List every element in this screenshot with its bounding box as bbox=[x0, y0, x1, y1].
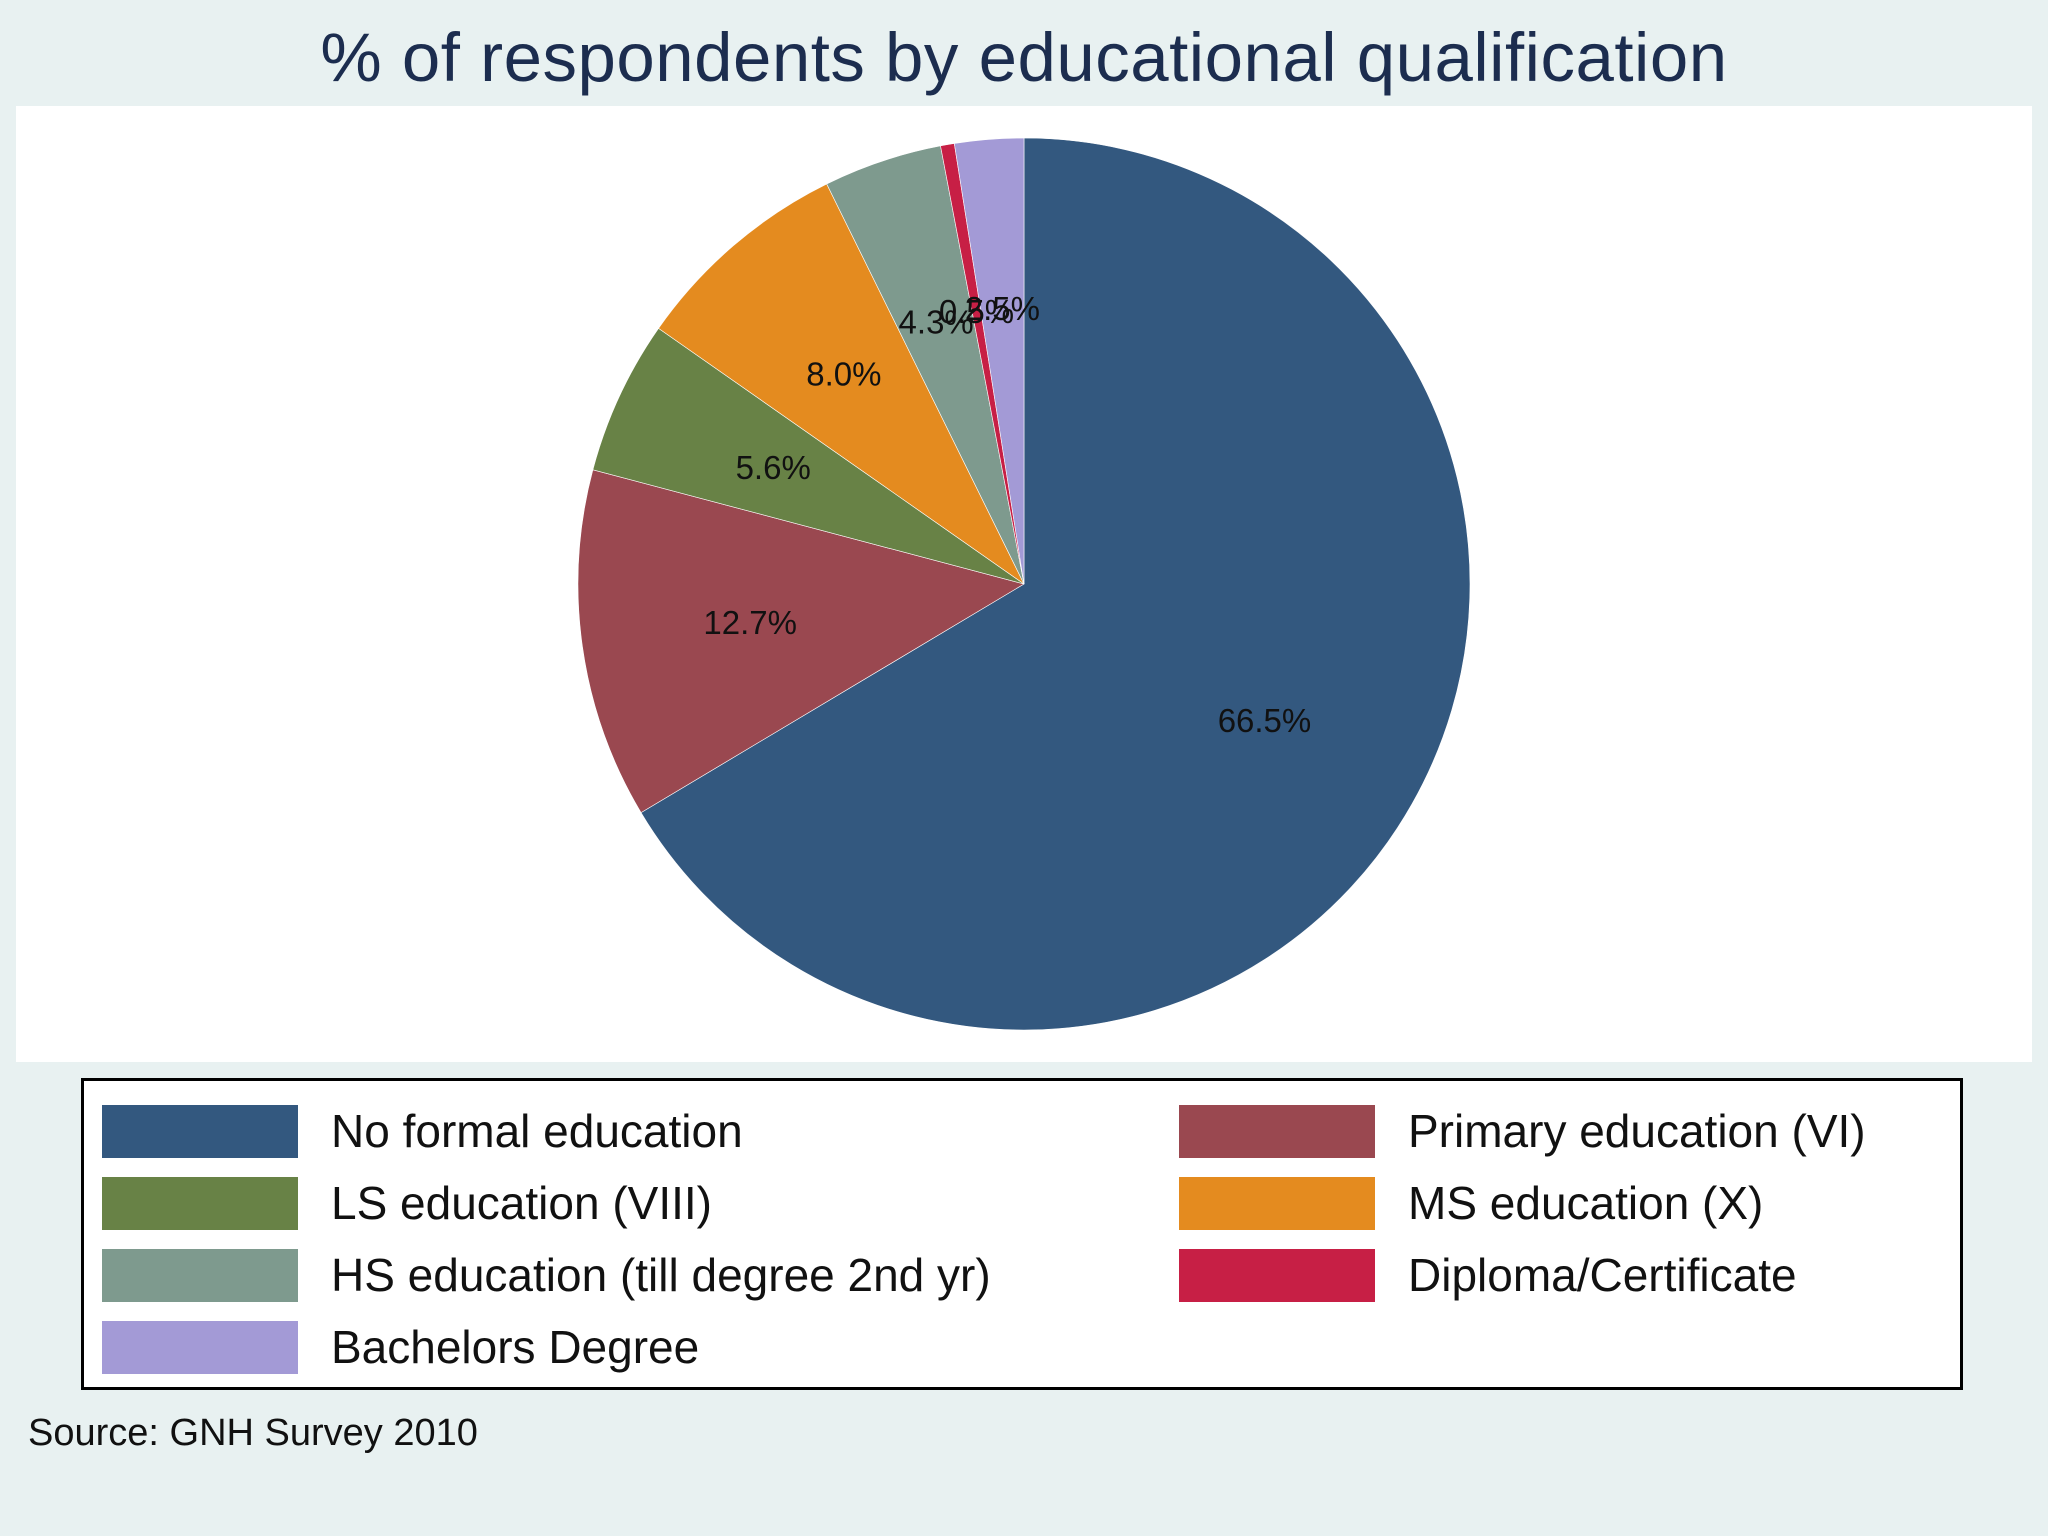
data-label: 8.0% bbox=[806, 356, 881, 393]
legend-swatch bbox=[102, 1104, 298, 1158]
chart-title: % of respondents by educational qualific… bbox=[320, 19, 1728, 96]
legend-swatch bbox=[102, 1176, 298, 1230]
data-label: 66.5% bbox=[1218, 702, 1312, 739]
legend-label: Diploma/Certificate bbox=[1408, 1249, 1797, 1301]
legend-label: Primary education (VI) bbox=[1408, 1105, 1866, 1157]
pie-slice bbox=[592, 327, 1025, 585]
legend-item: HS education (till degree 2nd yr) bbox=[102, 1246, 991, 1304]
legend-item: Primary education (VI) bbox=[1179, 1102, 1866, 1160]
legend-label: Bachelors Degree bbox=[331, 1321, 700, 1373]
legend-swatch bbox=[102, 1320, 298, 1374]
legend-item: MS education (X) bbox=[1179, 1174, 1763, 1232]
legend-swatch bbox=[1179, 1176, 1375, 1230]
data-label-layer: 66.5% 12.7% 5.6% 8.0% 4.3%0.5%2.5% bbox=[703, 290, 1311, 739]
legend-label: LS education (VIII) bbox=[331, 1177, 712, 1229]
legend-label: HS education (till degree 2nd yr) bbox=[331, 1249, 991, 1301]
data-label: 4.3% bbox=[899, 303, 974, 340]
legend-swatch bbox=[102, 1248, 298, 1302]
legend-swatch bbox=[1179, 1104, 1375, 1158]
legend-item: Diploma/Certificate bbox=[1179, 1246, 1797, 1304]
data-label: 5.6% bbox=[736, 449, 811, 486]
legend-item: Bachelors Degree bbox=[102, 1318, 699, 1376]
slice-layer bbox=[577, 137, 1471, 1031]
legend-label: No formal education bbox=[331, 1105, 743, 1157]
source-note: Source: GNH Survey 2010 bbox=[28, 1412, 478, 1454]
pie-slice bbox=[953, 137, 1025, 585]
legend: No formal education Primary education (V… bbox=[81, 1078, 1963, 1390]
pie-chart: 66.5% 12.7% 5.6% 8.0% 4.3%0.5%2.5% bbox=[577, 137, 1471, 1031]
pie-slice bbox=[658, 183, 1025, 585]
data-label: 2.5% bbox=[965, 290, 1040, 327]
legend-item: No formal education bbox=[102, 1102, 743, 1160]
pie-slice bbox=[640, 137, 1471, 1031]
data-label: 0.5% bbox=[939, 293, 1014, 330]
plot-region: 66.5% 12.7% 5.6% 8.0% 4.3% 0.5% 2.5% bbox=[16, 106, 2032, 1062]
legend-item: LS education (VIII) bbox=[102, 1174, 712, 1232]
pie-slice bbox=[577, 469, 1025, 814]
legend-swatch bbox=[1179, 1248, 1375, 1302]
data-label: 12.7% bbox=[703, 604, 797, 641]
legend-label: MS education (X) bbox=[1408, 1177, 1764, 1229]
